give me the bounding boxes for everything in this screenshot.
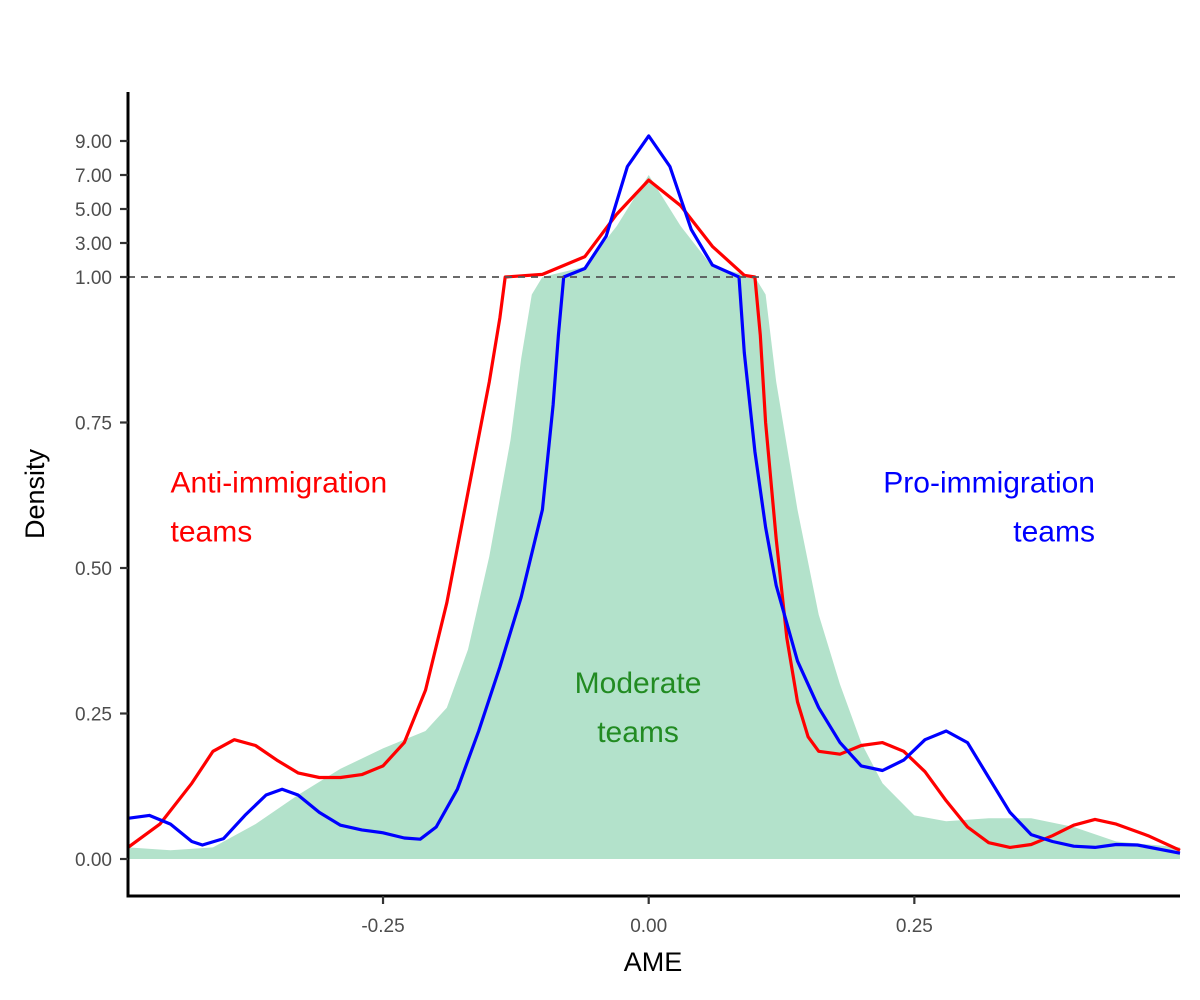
y-tick-label: 7.00 [75,166,112,187]
x-tick-label: 0.25 [896,916,933,937]
series-area-0 [128,175,1180,859]
y-tick-label: 1.00 [75,268,112,289]
series-line-1 [127,178,1181,852]
y-tick-label: 5.00 [75,200,112,221]
y-tick-label: 9.00 [75,132,112,153]
y-tick-label: 3.00 [75,234,112,255]
x-tick-label: -0.25 [361,916,404,937]
series-line-2 [127,134,1181,855]
x-axis-title: AME [624,947,683,977]
y-tick-label: 0.25 [75,705,112,726]
annotation-0: Anti-immigration teams [171,466,388,548]
y-tick-label: 0.00 [75,850,112,871]
annotation-1: Moderate teams [575,667,702,749]
x-tick-label: 0.00 [630,916,667,937]
y-axis-title: Density [20,448,50,539]
y-tick-label: 0.50 [75,559,112,580]
y-tick-label: 0.75 [75,414,112,435]
annotation-2: Pro-immigration teams [883,466,1095,548]
